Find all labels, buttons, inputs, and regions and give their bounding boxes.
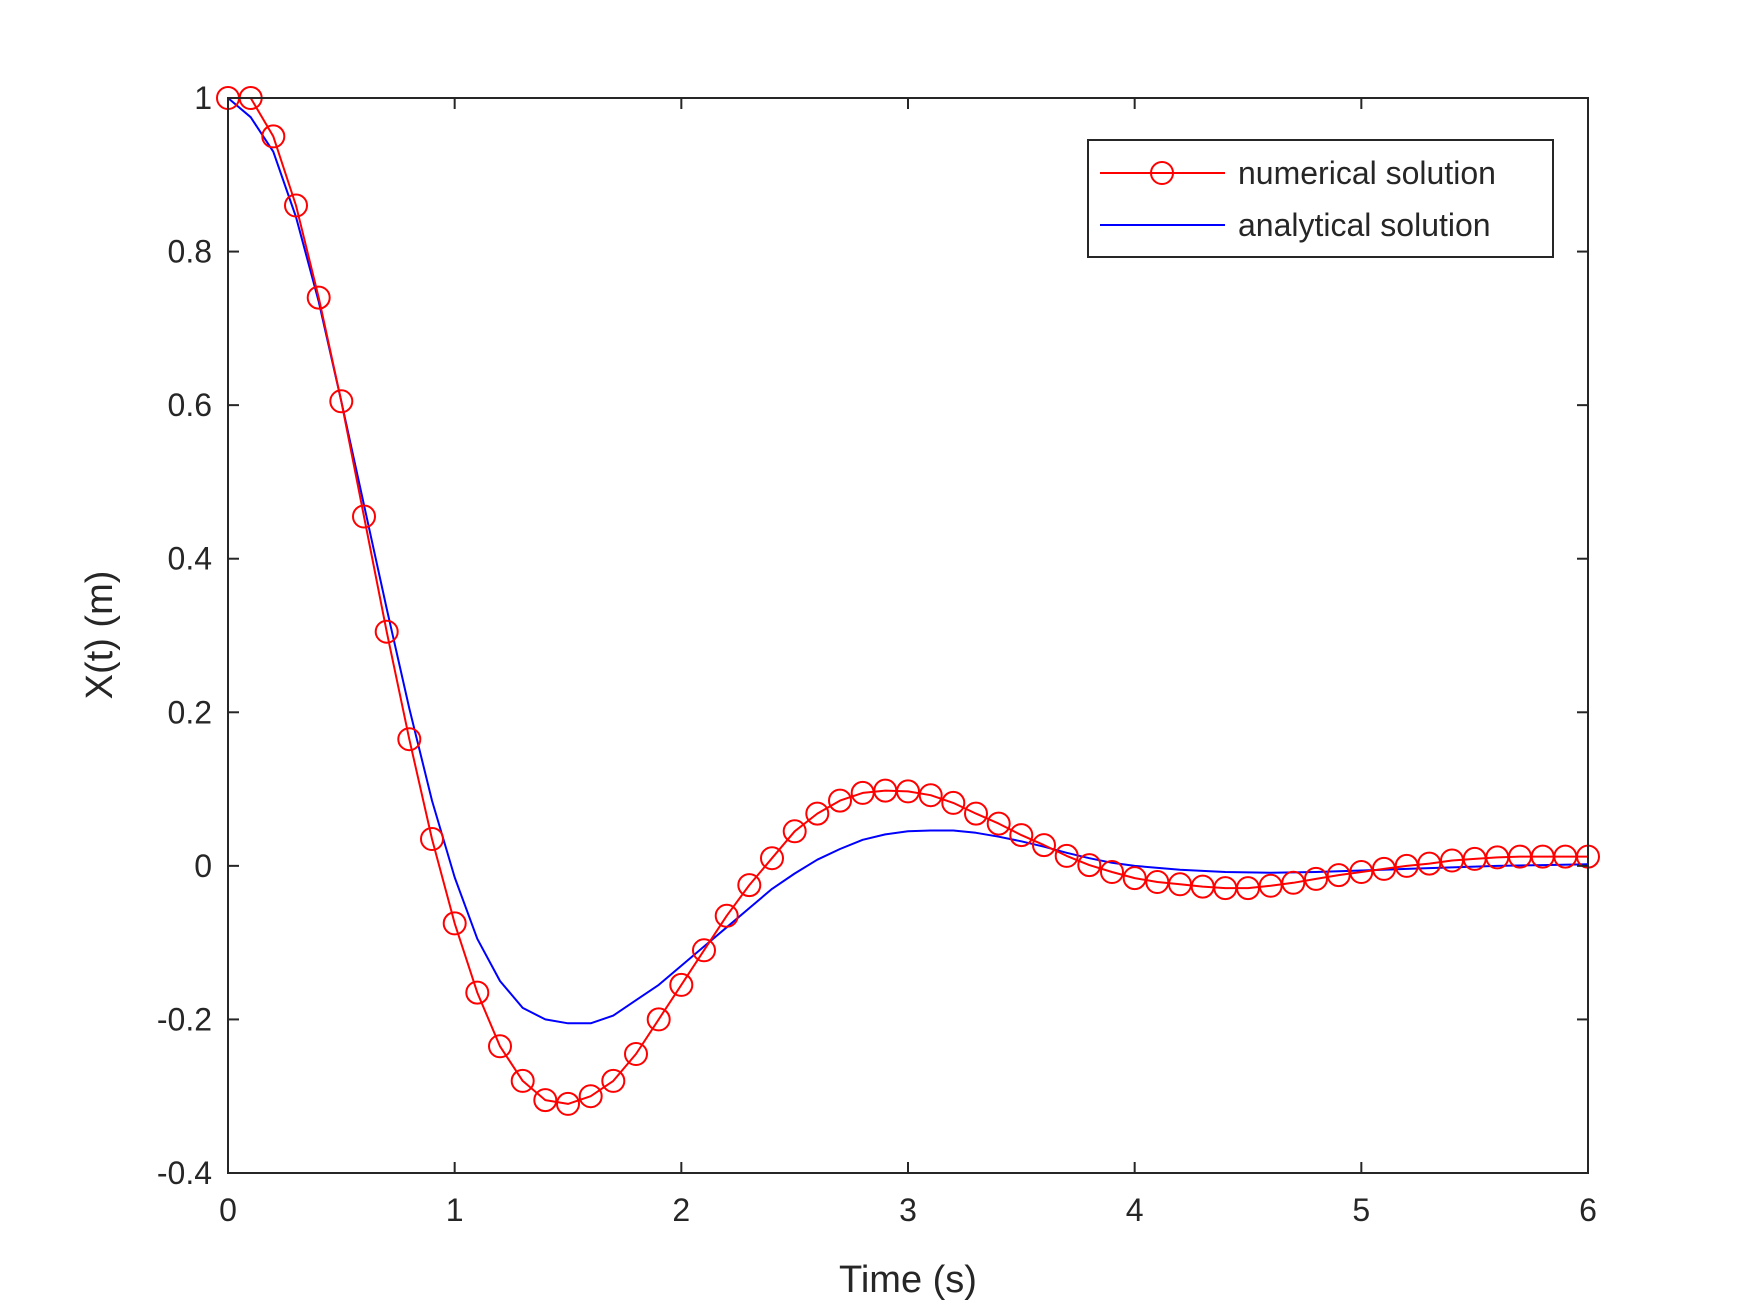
data-point-marker <box>1032 833 1056 858</box>
data-point-marker <box>1304 866 1328 891</box>
data-point-marker <box>941 790 966 815</box>
data-point-marker <box>1326 863 1351 888</box>
data-point-marker <box>306 285 331 310</box>
tick-layer: 0 1 2 3 4 5 6 -0.4 -0.2 0 0.2 0.4 0.6 0.8 1 <box>157 80 1597 1228</box>
data-point-marker <box>601 1068 626 1093</box>
data-point-marker <box>1417 851 1442 876</box>
x-axis-label: Time (s) <box>839 1259 977 1301</box>
data-point-marker <box>646 1007 671 1032</box>
data-point-marker <box>261 124 286 149</box>
data-point-marker <box>465 980 490 1005</box>
data-point-marker <box>1054 843 1079 868</box>
data-point-marker <box>556 1091 580 1116</box>
x-tick-label: 1 <box>446 1192 464 1228</box>
data-point-marker <box>918 783 943 808</box>
data-point-marker <box>714 903 739 928</box>
data-point-marker <box>284 193 308 218</box>
x-tick-label: 3 <box>899 1192 917 1228</box>
legend-marker-numerical <box>1150 161 1174 185</box>
data-point-marker <box>828 788 852 813</box>
data-point-marker <box>420 827 444 851</box>
legend: numerical solution analytical solution <box>1087 139 1554 258</box>
series-line-0 <box>228 97 1588 1105</box>
y-tick-label: 0.6 <box>168 387 212 423</box>
y-tick-label: 0.8 <box>168 234 212 270</box>
data-point-marker <box>964 801 988 826</box>
series-layer <box>216 86 1600 1116</box>
data-point-marker <box>1100 860 1124 884</box>
data-point-marker <box>896 779 920 804</box>
data-point-marker <box>329 389 354 414</box>
x-tick-label: 0 <box>219 1192 237 1228</box>
plot-background <box>228 98 1588 1173</box>
data-point-marker <box>1122 866 1147 891</box>
y-tick-label: -0.2 <box>157 1001 212 1037</box>
data-point-marker <box>782 819 807 844</box>
data-point-marker <box>737 873 762 898</box>
data-point-marker <box>760 846 784 871</box>
legend-label-numerical: numerical solution <box>1238 155 1496 191</box>
data-point-marker <box>510 1068 535 1093</box>
data-point-marker <box>1077 853 1102 878</box>
x-tick-label: 2 <box>672 1192 690 1228</box>
data-point-marker <box>397 727 422 752</box>
data-point-marker <box>986 811 1011 836</box>
data-point-marker <box>488 1034 512 1059</box>
data-point-marker <box>374 619 399 644</box>
data-point-marker <box>1349 860 1374 884</box>
series-line-1 <box>227 97 1589 1025</box>
y-tick-label: 0.4 <box>168 541 212 577</box>
data-point-marker <box>352 504 376 529</box>
data-point-marker <box>533 1088 558 1113</box>
legend-label-analytical: analytical solution <box>1238 207 1491 243</box>
y-tick-label: 1 <box>194 80 212 116</box>
y-axis-label: X(t) (m) <box>79 571 121 700</box>
data-point-marker <box>669 972 694 997</box>
data-point-marker <box>578 1084 603 1109</box>
data-point-marker <box>442 911 467 936</box>
legend-box <box>1087 139 1554 258</box>
x-tick-label: 4 <box>1126 1192 1144 1228</box>
data-point-marker <box>624 1042 648 1066</box>
x-tick-label: 6 <box>1579 1192 1597 1228</box>
data-point-marker <box>1372 856 1396 881</box>
data-point-marker <box>1281 870 1306 895</box>
y-tick-label: -0.4 <box>157 1155 212 1191</box>
data-point-marker <box>805 801 830 826</box>
data-point-marker <box>1009 823 1034 848</box>
y-tick-label: 0 <box>194 848 212 884</box>
data-point-marker <box>692 938 716 963</box>
y-tick-label: 0.2 <box>168 694 212 730</box>
x-tick-label: 5 <box>1352 1192 1370 1228</box>
